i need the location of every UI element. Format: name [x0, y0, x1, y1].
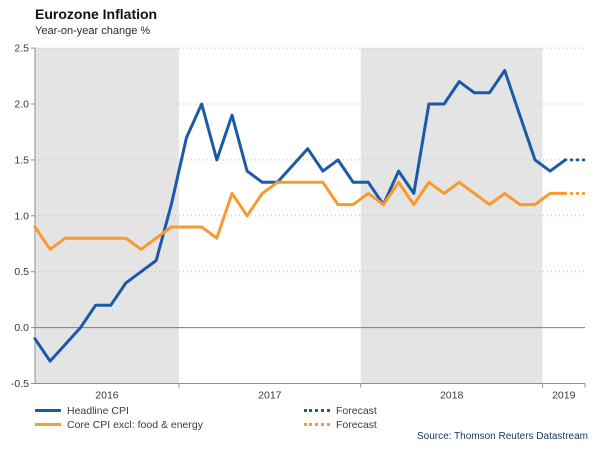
- y-tick-label: 2.0: [14, 99, 29, 111]
- x-tick-label: 2016: [95, 390, 119, 402]
- x-tick-label: 2019: [552, 390, 576, 402]
- chart-title: Eurozone Inflation: [35, 6, 158, 22]
- y-tick-label: 1.0: [14, 210, 29, 222]
- headline-cpi-swatch: [35, 409, 61, 412]
- chart-subtitle: Year-on-year change %: [35, 25, 151, 37]
- legend-label-forecast-core: Forecast: [336, 418, 377, 431]
- legend: Headline CPI Forecast Core CPI excl: foo…: [35, 404, 590, 432]
- source-credit: Source: Thomson Reuters Datastream: [416, 431, 588, 442]
- y-tick-label: 2.5: [14, 43, 29, 55]
- y-tick-label: -0.5: [11, 378, 29, 390]
- forecast-headline-swatch: [304, 409, 330, 412]
- y-tick-label: 0.0: [14, 322, 29, 334]
- legend-label-headline-cpi: Headline CPI: [67, 404, 129, 417]
- legend-row-1: Headline CPI Forecast: [35, 404, 590, 417]
- legend-label-core-cpi: Core CPI excl: food & energy: [67, 418, 203, 431]
- forecast-core-swatch: [304, 423, 330, 426]
- core-cpi-excl-food-energy-line: [33, 180, 567, 251]
- headline-cpi-line: [33, 69, 567, 363]
- year-band: [35, 48, 179, 384]
- core-cpi-swatch: [35, 423, 61, 426]
- y-tick-label: 0.5: [14, 266, 29, 278]
- legend-row-2: Core CPI excl: food & energy Forecast: [35, 418, 590, 431]
- x-tick-label: 2017: [258, 390, 282, 402]
- y-tick-label: 1.5: [14, 154, 29, 166]
- legend-label-forecast-headline: Forecast: [336, 404, 377, 417]
- x-tick-label: 2018: [440, 390, 464, 402]
